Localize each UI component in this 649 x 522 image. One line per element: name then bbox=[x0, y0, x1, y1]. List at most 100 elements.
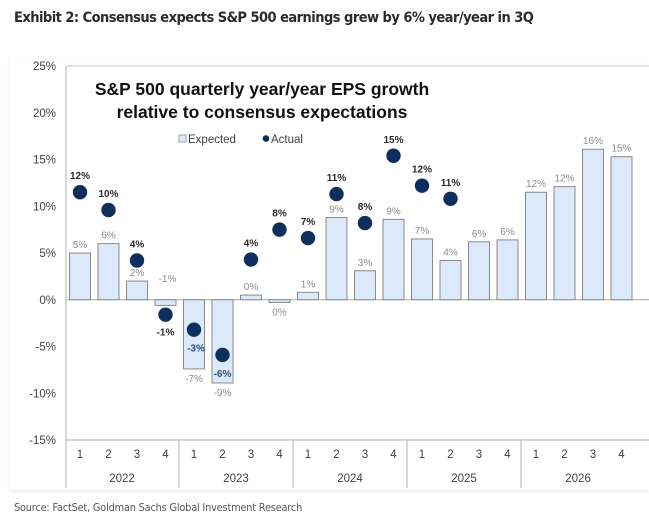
actual-marker bbox=[329, 186, 344, 202]
actual-marker bbox=[386, 148, 401, 163]
expected-data-label: -1% bbox=[159, 274, 177, 285]
x-tick-quarter: 3 bbox=[134, 449, 140, 461]
y-tick-label: -5% bbox=[36, 342, 56, 354]
expected-bar bbox=[525, 191, 547, 301]
actual-marker bbox=[215, 347, 230, 363]
expected-bar bbox=[610, 156, 633, 301]
eps-growth-chart: 25% 2 0% 15% 10% 5% 0% -5% -10% -15% S&P 500 quar… bbox=[29, 61, 649, 488]
legend-actual-swatch bbox=[262, 135, 270, 142]
expected-data-label: 0% bbox=[244, 282, 259, 293]
x-tick-quarter: 2 bbox=[219, 449, 225, 461]
expected-bar bbox=[154, 299, 177, 306]
actual-data-label: 15% bbox=[383, 135, 403, 146]
actual-marker bbox=[272, 222, 287, 237]
x-tick-quarter: 2 bbox=[561, 449, 567, 461]
actual-data-label: 4% bbox=[244, 239, 259, 250]
expected-data-label: -9% bbox=[214, 388, 232, 399]
expected-bar bbox=[382, 218, 405, 301]
expected-data-label: 1% bbox=[301, 279, 316, 290]
chart-title-line-2: relative to consensus expectations bbox=[117, 102, 408, 122]
expected-bar bbox=[496, 239, 519, 301]
y-tick-label: -15% bbox=[29, 435, 56, 447]
actual-data-label: 8% bbox=[272, 209, 287, 220]
expected-bar bbox=[411, 238, 433, 301]
expected-bar bbox=[582, 148, 604, 301]
actual-marker bbox=[101, 202, 116, 218]
x-tick-year: 2026 bbox=[565, 473, 591, 485]
x-tick-year: 2025 bbox=[451, 473, 477, 485]
x-tick-quarter: 2 bbox=[447, 449, 453, 461]
expected-data-label: 9% bbox=[329, 204, 344, 215]
actual-data-label: -6% bbox=[214, 369, 232, 380]
legend-expected-swatch bbox=[178, 134, 187, 143]
y-tick-label: 15% bbox=[33, 155, 56, 167]
x-tick-year: 2022 bbox=[109, 473, 135, 485]
expected-bar bbox=[240, 294, 262, 301]
actual-marker bbox=[72, 185, 88, 200]
expected-bar bbox=[69, 252, 91, 301]
expected-data-label: 6% bbox=[101, 231, 116, 242]
expected-bar bbox=[553, 186, 576, 301]
actual-data-label: 11% bbox=[327, 173, 347, 184]
actual-marker bbox=[300, 230, 316, 246]
expected-data-label: 3% bbox=[358, 258, 373, 269]
x-tick-quarter: 3 bbox=[362, 449, 368, 461]
actual-data-label: 8% bbox=[358, 202, 373, 213]
expected-bar bbox=[354, 270, 376, 301]
y-tick-label: 25% bbox=[33, 61, 56, 73]
x-tick-quarter: 3 bbox=[248, 449, 254, 461]
actual-marker bbox=[186, 322, 202, 337]
legend: Expected Actual bbox=[178, 134, 303, 146]
actual-data-label: 10% bbox=[98, 189, 118, 200]
expected-bars bbox=[69, 148, 633, 384]
x-axis: 1 2 3 4 1 2 3 4 1 2 3 4 1 2 3 4 1 2 3 4 2022 2023 2024 2025 2026 bbox=[77, 440, 625, 488]
x-tick-quarter: 1 bbox=[305, 449, 311, 461]
x-tick-quarter: 1 bbox=[77, 449, 83, 461]
chart-title-line-1: S&P 500 quarterly year/year EPS growth bbox=[95, 79, 429, 99]
x-tick-quarter: 1 bbox=[191, 449, 197, 461]
expected-data-label: 6% bbox=[472, 229, 487, 240]
y-axis: 25% 20% 15% 10% 5% 0% -5% -10% -15% bbox=[29, 61, 56, 447]
expected-data-label: 12% bbox=[554, 174, 574, 185]
expected-bar bbox=[297, 291, 319, 301]
expected-data-label: 12% bbox=[526, 179, 546, 190]
expected-data-label: 7% bbox=[415, 226, 430, 237]
x-tick-quarter: 4 bbox=[276, 449, 283, 461]
x-tick-quarter: 4 bbox=[618, 449, 625, 461]
actual-data-label: -1% bbox=[157, 328, 175, 339]
actual-marker bbox=[158, 307, 173, 322]
expected-data-label: 2% bbox=[130, 268, 145, 279]
actual-data-label: 4% bbox=[130, 239, 145, 250]
x-tick-year: 2024 bbox=[337, 473, 363, 485]
x-tick-quarter: 2 bbox=[105, 449, 111, 461]
expected-data-label: -7% bbox=[185, 374, 203, 385]
y-tick-label: 0% bbox=[39, 295, 56, 307]
y-tick-label: -10% bbox=[29, 388, 56, 400]
actual-data-label: 12% bbox=[70, 171, 90, 182]
actual-data-label: -3% bbox=[187, 344, 205, 355]
actual-data-label: 11% bbox=[441, 178, 461, 189]
actual-labels: 12% 10% 4% -1% -3% -6% 4% 8% 7% 11% 8% 15% 12% 11% bbox=[70, 135, 460, 380]
x-tick-quarter: 1 bbox=[533, 449, 539, 461]
x-tick-quarter: 4 bbox=[162, 449, 169, 461]
actual-marker bbox=[129, 253, 145, 268]
actual-marker bbox=[443, 191, 458, 206]
expected-bar bbox=[468, 241, 490, 301]
chart-title: S&P 500 quarterly year/year EPS growth r… bbox=[95, 79, 429, 122]
actual-data-label: 12% bbox=[412, 165, 432, 176]
expected-bar bbox=[325, 217, 348, 301]
actual-marker bbox=[414, 178, 430, 193]
expected-data-label: 5% bbox=[73, 240, 88, 251]
x-tick-quarter: 1 bbox=[419, 449, 425, 461]
source-note: Source: FactSet, Goldman Sachs Global In… bbox=[14, 502, 303, 514]
expected-bar bbox=[211, 299, 234, 384]
chart-panel: 25% 2 0% 15% 10% 5% 0% -5% -10% -15% S&P 500 quar… bbox=[10, 58, 649, 490]
x-tick-quarter: 3 bbox=[590, 449, 596, 461]
actual-data-label: 7% bbox=[301, 217, 316, 228]
x-tick-quarter: 4 bbox=[390, 449, 397, 461]
x-tick-quarter: 3 bbox=[476, 449, 482, 461]
x-tick-quarter: 4 bbox=[504, 449, 511, 461]
x-tick-year: 2023 bbox=[223, 473, 249, 485]
x-tick-quarter: 2 bbox=[333, 449, 339, 461]
expected-data-label: 4% bbox=[443, 247, 458, 258]
